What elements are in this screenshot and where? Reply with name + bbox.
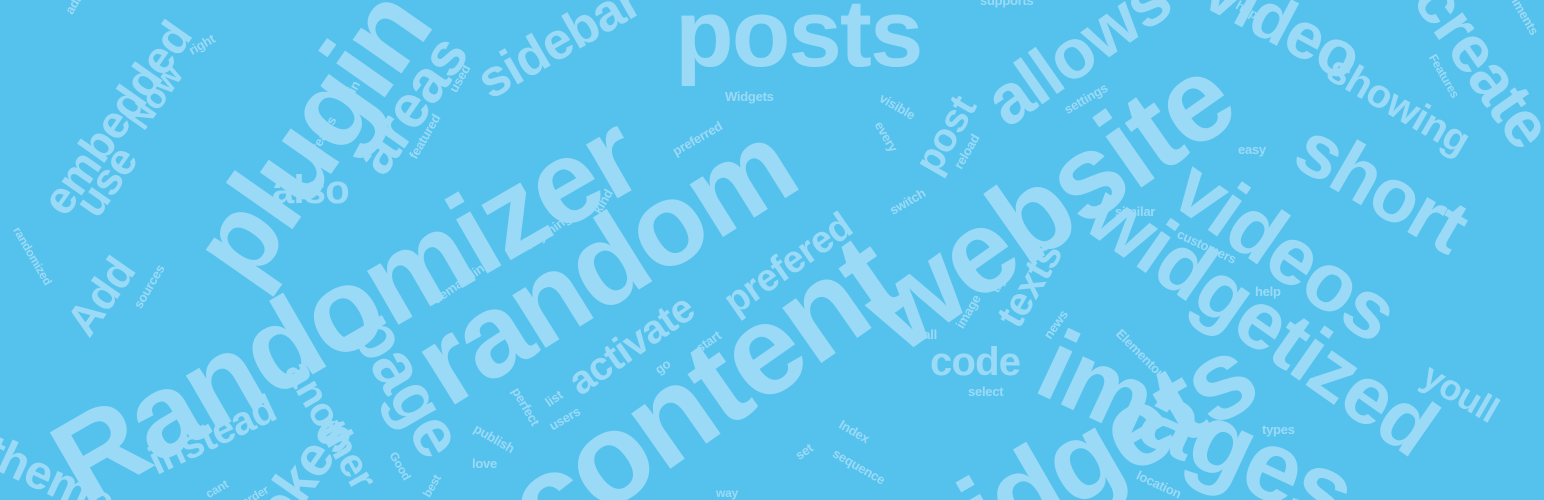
- word-randomized: randomized: [10, 224, 55, 288]
- word-adapt: adapt: [62, 0, 92, 17]
- word-way: way: [716, 486, 738, 500]
- word-select: select: [968, 384, 1004, 399]
- word-help: help: [1255, 284, 1281, 299]
- word-love: love: [472, 456, 497, 471]
- word-posts: posts: [675, 0, 923, 87]
- word-supports: supports: [980, 0, 1034, 8]
- word-perfect: perfect: [508, 384, 543, 429]
- word-best: best: [419, 472, 444, 500]
- word-widgets-small: Widgets: [725, 89, 774, 104]
- word-index: Index: [836, 416, 873, 447]
- word-sidebar: sidebar: [467, 0, 651, 111]
- word-easy: easy: [1238, 142, 1266, 157]
- word-video: video: [1192, 0, 1374, 95]
- word-set: set: [792, 440, 816, 463]
- word-similar: similar: [1115, 204, 1156, 219]
- word-types: types: [1262, 422, 1295, 437]
- word-add: Add: [57, 248, 145, 345]
- word-every: every: [871, 118, 902, 155]
- word-cant: cant: [203, 477, 231, 500]
- word-small: small: [905, 327, 937, 342]
- word-also: also: [272, 168, 350, 212]
- word-sequence: sequence: [830, 445, 888, 488]
- word-visible: visible: [876, 90, 918, 123]
- word-code: code: [930, 340, 1021, 384]
